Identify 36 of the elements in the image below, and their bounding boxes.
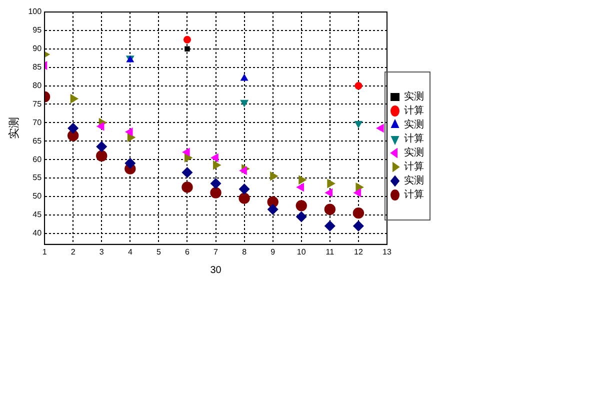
y-tick-label: 100 — [28, 7, 42, 16]
x-tick-label: 2 — [70, 247, 76, 256]
x-tick-label: 3 — [99, 247, 104, 256]
x-tick-label: 12 — [354, 247, 364, 256]
legend-label: 实测 — [404, 90, 424, 103]
legend-label: 计算 — [404, 104, 424, 117]
legend-label: 实测 — [404, 174, 424, 187]
legend-label: 计算 — [404, 188, 424, 201]
x-tick-label: 11 — [326, 247, 335, 256]
y-tick-label: 80 — [32, 80, 42, 90]
y-tick-label: 70 — [32, 118, 42, 127]
legend-label: 实测 — [404, 118, 424, 131]
y-tick-label: 85 — [32, 62, 42, 72]
x-tick-label: 4 — [128, 247, 133, 256]
legend-label: 实测 — [404, 146, 424, 159]
y-tick-label: 40 — [32, 228, 42, 238]
y-tick-label: 75 — [32, 99, 42, 108]
legend-label: 计算 — [404, 160, 424, 173]
y-tick-label: 55 — [32, 173, 42, 182]
y-tick-label: 45 — [32, 210, 42, 220]
y-tick-label: 50 — [32, 192, 42, 201]
y-tick-label: 95 — [32, 26, 42, 35]
x-tick-label: 1 — [42, 247, 48, 256]
x-tick-label: 9 — [270, 247, 276, 256]
x-tick-label: 5 — [156, 247, 162, 256]
y-tick-label: 90 — [32, 44, 42, 54]
x-tick-label: 8 — [242, 247, 248, 256]
x-axis-title: 30 — [210, 264, 222, 276]
y-axis-title: 实测 — [7, 117, 20, 140]
x-tick-label: 10 — [296, 247, 306, 256]
y-tick-label: 65 — [32, 136, 42, 146]
x-tick-label: 7 — [214, 247, 219, 256]
y-tick-label: 60 — [32, 154, 42, 164]
legend-label: 计算 — [404, 132, 424, 145]
x-tick-label: 13 — [382, 247, 392, 256]
x-tick-label: 6 — [185, 247, 190, 256]
